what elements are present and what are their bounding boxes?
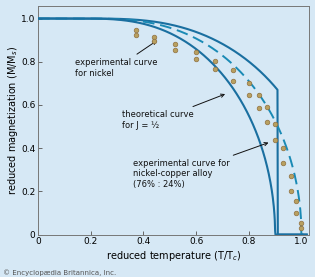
Point <box>272 137 278 142</box>
Point <box>133 32 138 37</box>
Point <box>272 122 278 127</box>
Point <box>265 120 270 124</box>
Y-axis label: reduced magnetization (M/M$_s$): reduced magnetization (M/M$_s$) <box>6 45 20 195</box>
Point <box>231 79 236 83</box>
Point <box>294 211 299 215</box>
Point <box>299 226 304 230</box>
Point <box>152 35 157 39</box>
Point <box>294 199 299 203</box>
Point <box>173 48 178 52</box>
Point <box>257 106 262 111</box>
Text: © Encyclopædia Britannica, Inc.: © Encyclopædia Britannica, Inc. <box>3 269 117 276</box>
Point <box>289 189 294 194</box>
Point <box>246 93 251 98</box>
Point <box>231 68 236 73</box>
Point <box>152 39 157 43</box>
Point <box>289 174 294 178</box>
Point <box>246 81 251 86</box>
Point <box>194 57 199 61</box>
X-axis label: reduced temperature (T/T$_c$): reduced temperature (T/T$_c$) <box>106 249 242 263</box>
Point <box>212 58 217 63</box>
Point <box>281 161 286 165</box>
Point <box>281 146 286 150</box>
Point <box>173 42 178 47</box>
Point <box>257 93 262 98</box>
Point <box>212 67 217 71</box>
Point <box>194 50 199 54</box>
Text: experimental curve for
nickel-copper alloy
(76% : 24%): experimental curve for nickel-copper all… <box>133 143 267 189</box>
Point <box>265 105 270 109</box>
Text: theoretical curve
for J = ½: theoretical curve for J = ½ <box>122 94 224 130</box>
Point <box>133 28 138 33</box>
Point <box>299 220 304 225</box>
Text: experimental curve
for nickel: experimental curve for nickel <box>75 41 158 78</box>
